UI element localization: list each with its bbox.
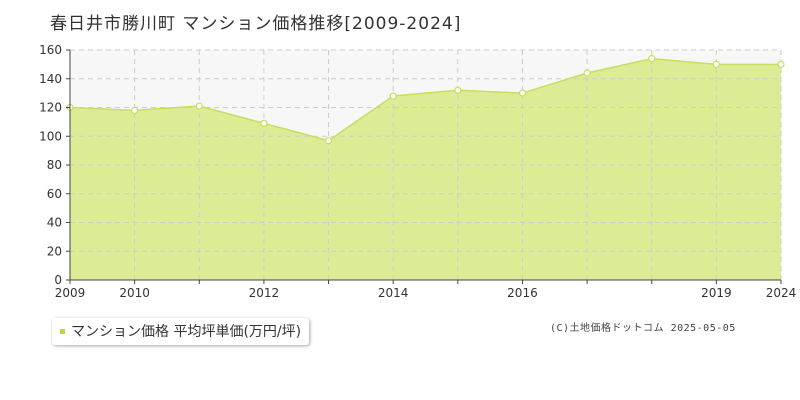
x-tick-label: 2009 bbox=[55, 286, 86, 300]
series-line bbox=[69, 57, 781, 142]
x-tick-label: 2024 bbox=[766, 286, 797, 300]
data-point bbox=[454, 86, 462, 94]
chart-legend: マンション価格 平均坪単価(万円/坪) bbox=[52, 318, 310, 345]
data-point bbox=[260, 119, 268, 127]
y-tick-label: 100 bbox=[39, 129, 62, 143]
y-tick-label: 60 bbox=[47, 187, 62, 201]
x-tick-label: 2010 bbox=[119, 286, 150, 300]
x-tick-label: 2019 bbox=[701, 286, 732, 300]
y-tick-label: 20 bbox=[47, 244, 62, 258]
data-point bbox=[518, 89, 527, 97]
legend-swatch bbox=[60, 328, 65, 334]
data-point bbox=[324, 136, 333, 145]
x-tick-label: 2014 bbox=[378, 286, 409, 300]
y-tick-label: 40 bbox=[47, 216, 62, 230]
legend-label: マンション価格 平均坪単価(万円/坪) bbox=[71, 324, 302, 340]
chart-title: 春日井市勝川町 マンション価格推移[2009-2024] bbox=[50, 14, 462, 34]
data-point bbox=[389, 92, 397, 100]
data-point bbox=[648, 55, 656, 63]
y-tick-label: 160 bbox=[39, 43, 62, 57]
y-tick-label: 120 bbox=[39, 101, 62, 115]
copyright-credit: (C)土地価格ドットコム 2025-05-05 bbox=[550, 323, 736, 334]
data-point bbox=[777, 60, 785, 68]
data-point bbox=[712, 60, 720, 68]
price-area-chart: 0 20 40 60 80 100 120 140 160 2009 2010 2012 2014 201… bbox=[39, 43, 797, 300]
x-tick-label: 2016 bbox=[507, 286, 538, 300]
data-point bbox=[195, 102, 203, 110]
y-tick-label: 80 bbox=[47, 158, 62, 172]
area-fill bbox=[70, 58, 781, 280]
y-tick-label: 0 bbox=[54, 273, 62, 287]
x-tick-label: 2012 bbox=[249, 286, 280, 300]
data-point bbox=[131, 106, 139, 114]
y-tick-label: 140 bbox=[39, 72, 62, 86]
data-point bbox=[583, 69, 591, 77]
